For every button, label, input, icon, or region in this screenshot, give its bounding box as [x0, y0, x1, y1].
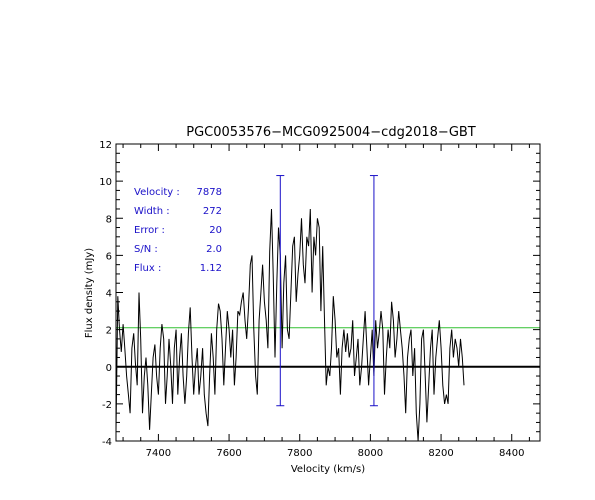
y-tick-label: -4 — [102, 437, 112, 448]
x-tick-label: 8200 — [428, 448, 453, 459]
x-axis: 7400 7600 7800 8000 8200 8400 — [122, 144, 530, 459]
y-tick-label: 6 — [106, 251, 112, 262]
y-tick-label: 10 — [99, 177, 112, 188]
spectrum-series-line — [115, 208, 465, 442]
y-tick-label: 4 — [106, 289, 112, 300]
info-value: 272 — [203, 206, 222, 217]
x-axis-label: Velocity (km/s) — [291, 464, 365, 475]
velocity-markers — [276, 175, 378, 407]
y-tick-label: 12 — [99, 140, 112, 151]
info-value: 20 — [209, 225, 222, 236]
info-label: Flux : — [134, 263, 161, 274]
info-label: S/N : — [134, 244, 158, 255]
info-panel: Velocity : 7878 Width : 272 Error : 20 S/N : 2.… — [134, 187, 222, 274]
x-tick-label: 8000 — [358, 448, 383, 459]
x-tick-label: 7600 — [216, 448, 241, 459]
y-tick-label: 0 — [106, 363, 112, 374]
x-tick-label: 7400 — [146, 448, 171, 459]
x-tick-label: 8400 — [499, 448, 524, 459]
info-value: 1.12 — [200, 263, 222, 274]
y-tick-label: 2 — [106, 326, 112, 337]
y-axis: -4 -2 0 2 4 6 8 10 12 — [99, 140, 540, 448]
info-value: 7878 — [197, 187, 222, 198]
y-tick-label: -2 — [102, 400, 112, 411]
x-tick-label: 7800 — [287, 448, 312, 459]
info-label: Error : — [134, 225, 165, 236]
info-value: 2.0 — [206, 244, 222, 255]
chart-title: PGC0053576−MCG0925004−cdg2018−GBT — [186, 125, 476, 140]
y-tick-label: 8 — [106, 214, 112, 225]
y-axis-label: Flux density (mJy) — [84, 248, 95, 338]
info-label: Width : — [134, 206, 170, 217]
info-label: Velocity : — [134, 187, 180, 198]
plot-lines — [115, 208, 540, 442]
